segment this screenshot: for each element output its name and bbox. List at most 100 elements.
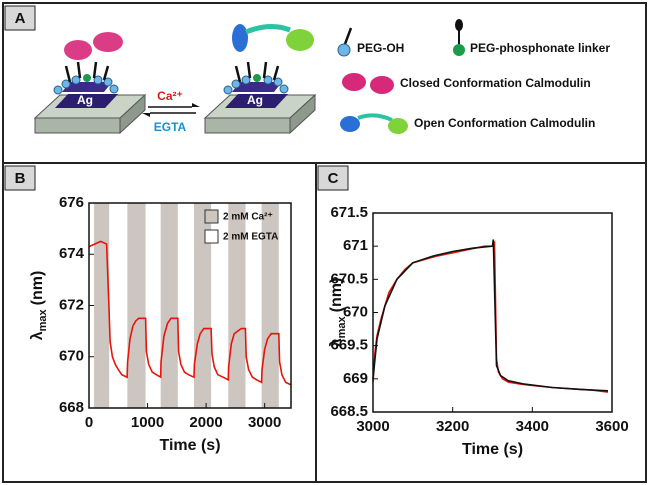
forward-label: Ca²⁺	[157, 89, 183, 103]
arrowhead	[192, 103, 200, 107]
peg-chain	[246, 61, 252, 79]
panel-label-box	[4, 165, 36, 191]
shaded-region	[193, 203, 212, 408]
x-axis-label: Time (s)	[462, 441, 523, 458]
legend-text: Closed Conformation Calmodulin	[400, 76, 591, 90]
legend-icon	[388, 118, 408, 134]
peg-oh	[53, 85, 63, 95]
legend-icon	[343, 27, 353, 45]
shaded-region	[127, 203, 146, 408]
y-tick-label: 670	[343, 303, 368, 320]
legend-swatch	[204, 209, 219, 224]
legend-icon	[357, 113, 393, 122]
legend-icon	[370, 76, 394, 94]
x-tick-label: 3600	[595, 418, 628, 435]
substrate	[204, 117, 291, 134]
y-tick-label: 669	[343, 370, 368, 387]
silver-particle	[55, 94, 118, 108]
silver-label: Ag	[77, 93, 93, 107]
y-label-unit: (nm)	[29, 271, 46, 306]
silver-label: Ag	[247, 93, 263, 107]
peg-oh	[61, 79, 71, 89]
y-tick-label: 670.5	[330, 270, 368, 287]
x-tick-label: 3000	[356, 418, 389, 435]
legend-label: 2 mM Ca²⁺	[223, 212, 273, 223]
y-tick-label: 668	[59, 399, 84, 416]
peg-chain	[234, 65, 242, 83]
peg-chain	[76, 61, 82, 79]
reverse-label: EGTA	[154, 120, 187, 134]
shaded-region	[94, 203, 110, 408]
legend-icon	[340, 116, 360, 132]
legend-icon	[453, 44, 465, 56]
protein	[64, 40, 92, 60]
x-axis-label: Time (s)	[159, 437, 220, 454]
legend-icon	[337, 43, 351, 57]
protein	[286, 29, 314, 51]
substrate	[119, 93, 146, 135]
y-label-subscript: max	[37, 308, 49, 331]
data-line	[88, 240, 292, 386]
peg-oh	[109, 84, 119, 94]
peg-chain	[272, 65, 280, 81]
protein	[93, 32, 123, 52]
peg-oh	[263, 75, 273, 85]
schematic: Ag	[33, 19, 610, 135]
protein	[232, 24, 248, 52]
y-axis-label: λmax (nm)	[328, 278, 348, 348]
substrate	[34, 117, 121, 134]
x-tick-label: 1000	[131, 414, 164, 431]
shaded-region	[228, 203, 246, 408]
y-tick-label: 671.5	[330, 204, 368, 221]
panel-label: C	[328, 170, 339, 187]
legend-label: 2 mM EGTA	[223, 232, 278, 243]
peg-chain	[64, 65, 72, 83]
legend-text: Open Conformation Calmodulin	[414, 116, 595, 130]
y-tick-label: 676	[59, 194, 84, 211]
silver-particle	[225, 94, 288, 108]
peg-chain	[92, 61, 98, 79]
data-line	[372, 239, 609, 392]
peg-oh	[241, 75, 251, 85]
y-tick-label: 669.5	[330, 337, 368, 354]
peg-chain	[102, 65, 110, 81]
peg-oh	[103, 77, 113, 87]
legend-icon	[455, 19, 463, 31]
y-tick-label: 672	[59, 296, 84, 313]
x-tick-label: 3200	[436, 418, 469, 435]
x-tick-label: 2000	[189, 414, 222, 431]
legend-text: PEG-phosphonate linker	[470, 41, 610, 55]
linker	[253, 74, 261, 82]
silver-particle	[232, 82, 282, 92]
legend-swatch	[204, 229, 219, 244]
y-label-symbol: λ	[29, 331, 46, 340]
peg-oh	[71, 75, 81, 85]
x-tick-label: 3400	[516, 418, 549, 435]
legend-text: PEG-OH	[357, 41, 404, 55]
y-tick-label: 674	[59, 245, 85, 262]
panel-label: A	[15, 10, 26, 27]
peg-oh	[273, 77, 283, 87]
y-label-symbol: λ	[328, 338, 345, 347]
legend-icon	[342, 73, 366, 91]
x-tick-label: 0	[85, 414, 93, 431]
shaded-region	[261, 203, 279, 408]
peg-oh	[93, 75, 103, 85]
protein	[245, 24, 291, 35]
linker	[83, 74, 91, 82]
peg-chain	[262, 61, 268, 79]
y-tick-label: 670	[59, 348, 84, 365]
peg-oh	[279, 84, 289, 94]
panel-label-box	[317, 165, 349, 191]
peg-oh	[223, 85, 233, 95]
y-label-subscript: max	[336, 315, 348, 338]
x-tick-label: 3000	[248, 414, 281, 431]
shaded-region	[160, 203, 178, 408]
peg-oh	[231, 79, 241, 89]
panel-label-box	[4, 5, 36, 31]
y-axis-label: λmax (nm)	[29, 271, 49, 341]
y-label-unit: (nm)	[328, 278, 345, 313]
substrate	[289, 93, 316, 135]
arrowhead	[142, 113, 150, 117]
